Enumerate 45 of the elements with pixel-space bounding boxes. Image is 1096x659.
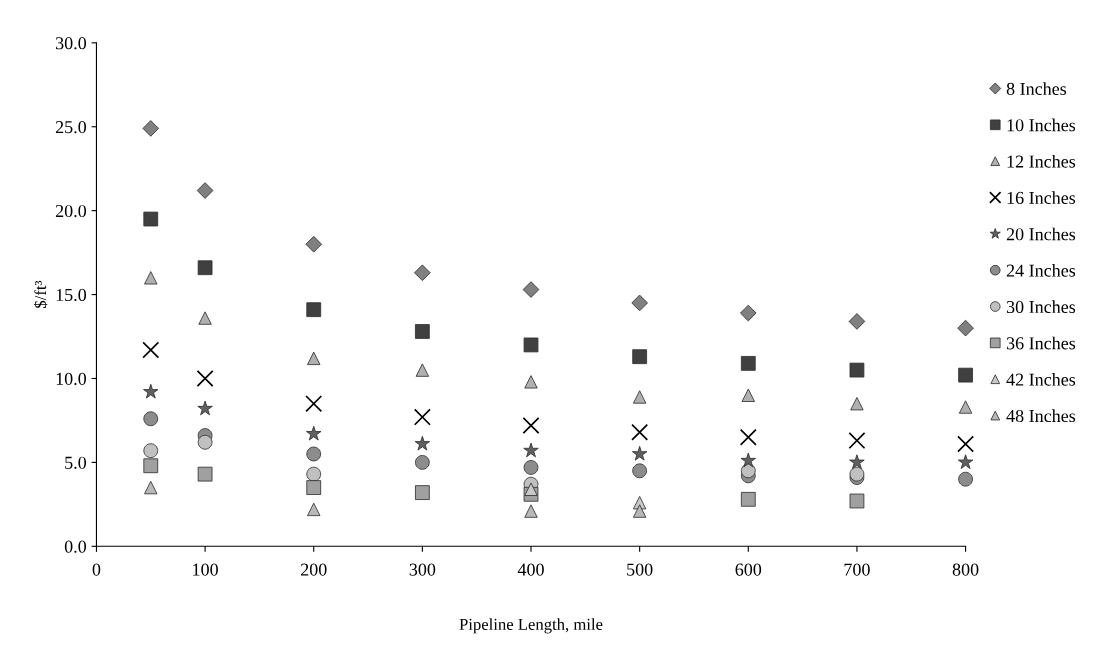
legend-label: 48 Inches xyxy=(1006,409,1076,423)
point xyxy=(142,120,160,137)
legend-label: 10 Inches xyxy=(1007,118,1076,132)
point xyxy=(740,304,757,322)
x-tick-label: 0 xyxy=(92,563,101,576)
legend-label: 8 Inches xyxy=(1006,82,1067,95)
y-axis-title: $/ft³ xyxy=(33,280,48,308)
legend-label: 42 Inches xyxy=(1006,373,1076,386)
point xyxy=(632,349,648,365)
point xyxy=(196,182,214,199)
point xyxy=(957,319,974,337)
x-tick-label: 100 xyxy=(193,563,218,576)
point xyxy=(523,337,539,353)
point xyxy=(306,480,322,495)
y-tick-label: 0.0 xyxy=(64,540,87,553)
y-tick-label: 5.0 xyxy=(65,456,87,469)
point xyxy=(631,423,649,441)
legend-label: 20 Inches xyxy=(1006,227,1076,241)
point xyxy=(196,370,214,387)
point xyxy=(848,432,866,450)
y-tick-label: 10.0 xyxy=(56,372,87,386)
x-tick-label: 600 xyxy=(735,563,762,576)
legend-label: 12 Inches xyxy=(1007,154,1076,168)
x-axis-title: Pipeline Length, mile xyxy=(459,618,603,634)
legend-label: 30 Inches xyxy=(1006,300,1076,314)
point xyxy=(739,428,757,446)
point xyxy=(957,435,975,453)
point xyxy=(522,417,540,434)
point xyxy=(305,395,323,413)
y-tick-label: 20.0 xyxy=(55,204,87,218)
y-tick-label: 30.0 xyxy=(55,37,87,50)
point xyxy=(143,458,159,474)
x-tick-label: 400 xyxy=(517,563,544,576)
legend-label: 16 Inches xyxy=(1007,191,1076,204)
point xyxy=(142,341,160,359)
x-tick-label: 800 xyxy=(952,563,979,576)
y-tick-label: 15.0 xyxy=(56,288,87,302)
x-tick-label: 700 xyxy=(844,563,870,576)
point xyxy=(413,408,431,426)
y-tick-label: 25.0 xyxy=(55,121,87,134)
x-tick-label: 300 xyxy=(409,563,436,576)
legend-label: 24 Inches xyxy=(1006,263,1076,277)
legend-label: 36 Inches xyxy=(1006,336,1076,350)
x-tick-label: 500 xyxy=(627,563,653,576)
x-tick-label: 200 xyxy=(300,563,327,576)
